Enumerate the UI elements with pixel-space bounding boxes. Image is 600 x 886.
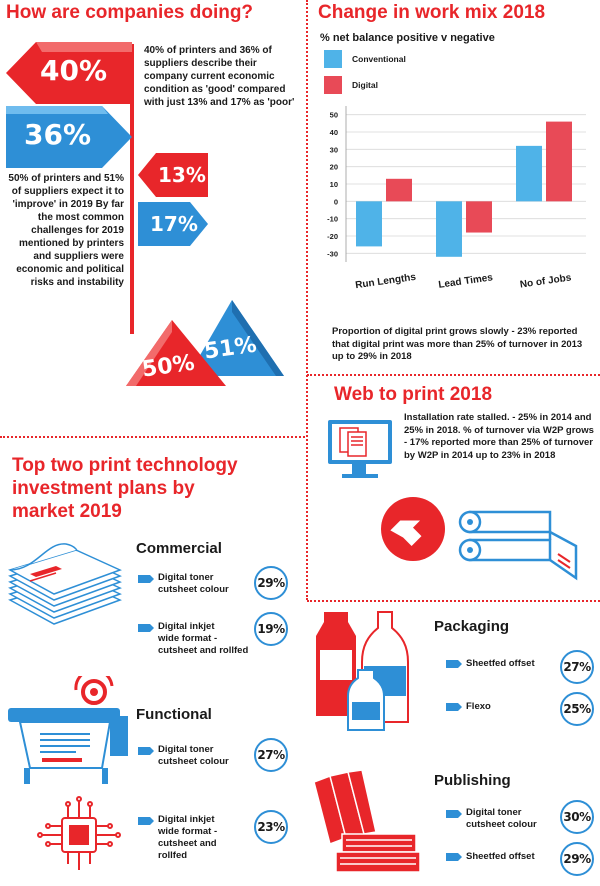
investment-title: Top two print technology investment plan…: [12, 454, 302, 523]
packaging-item1-label: Sheetfed offset: [466, 658, 535, 669]
bar-digital-1: [466, 201, 492, 233]
arrow-36: [6, 106, 132, 168]
commercial-item2-pct: 19%: [254, 612, 288, 646]
arrow-40-label: 40%: [40, 54, 108, 87]
x-tick-label: Lead Times: [438, 272, 494, 291]
chart-title: % net balance positive v negative: [320, 32, 495, 44]
packaging-item2-label: Flexo: [466, 701, 491, 712]
publishing-item1-pct: 30%: [560, 800, 594, 834]
divider-vertical: [306, 0, 308, 600]
packaging-item1-arrow-icon: [446, 660, 462, 668]
y-tick-label: -30: [327, 249, 338, 258]
investment-title-line-3: market 2019: [12, 501, 122, 522]
functional-item1-arrow-icon: [138, 747, 154, 755]
workmix-title: Change in work mix 2018: [318, 2, 546, 23]
bar-conventional-0: [356, 201, 382, 247]
arrow-51: [188, 300, 284, 376]
publishing-item2-pct: 29%: [560, 842, 594, 876]
arrow-50: [126, 320, 226, 386]
publishing-item1-arrow-icon: [446, 810, 462, 818]
arrow-40: [6, 42, 132, 104]
bar-digital-0: [386, 178, 412, 202]
arrow-17-label: 17%: [150, 212, 198, 236]
legend-swatch: [324, 76, 342, 94]
paper-stack-icon: [8, 543, 122, 625]
companies-condition-text: 40% of printers and 36% of suppliers des…: [144, 45, 295, 108]
functional-item2-arrow-icon: [138, 817, 154, 825]
y-tick-label: 40: [330, 128, 338, 137]
commercial-item2-arrow-icon: [138, 624, 154, 632]
packaging-item2-pct: 25%: [560, 692, 594, 726]
arrow-13: [138, 153, 208, 197]
bar-conventional-1: [436, 201, 462, 257]
divider-top-left: [0, 436, 305, 438]
commercial-item1-pct: 29%: [254, 566, 288, 600]
publishing-item2-arrow-icon: [446, 853, 462, 861]
companies-title: How are companies doing?: [6, 2, 254, 23]
commercial-item1-arrow-icon: [138, 575, 154, 583]
investment-title-line-2: investment plans by: [12, 478, 195, 499]
investment-title-line-1: Top two print technology: [12, 455, 238, 476]
publishing-item1-label: Digital toner cutsheet colour: [466, 807, 537, 830]
arrow-13-label: 13%: [158, 163, 206, 187]
packaging-item2-arrow-icon: [446, 703, 462, 711]
y-tick-label: -20: [327, 232, 338, 241]
workmix-chart: 50 40 30 20 10 0 -10 -20 -30 Conventional Digital R…: [324, 50, 586, 291]
divider-bottom-right: [307, 600, 600, 602]
functional-title: Functional: [136, 706, 212, 723]
arrow-17: [138, 202, 208, 246]
y-tick-label: 50: [330, 111, 338, 120]
monitor-icon: [328, 420, 392, 478]
publishing-item2-label: Sheetfed offset: [466, 851, 535, 862]
w2p-title: Web to print 2018: [334, 384, 493, 405]
workmix-caption: Proportion of digital print grows slowly…: [332, 326, 583, 362]
functional-item2-pct: 23%: [254, 810, 288, 844]
y-tick-label: 10: [330, 180, 338, 189]
legend-swatch: [324, 50, 342, 68]
companies-divider-line: [130, 44, 134, 334]
functional-item2-label: Digital inkjet wide format - cutsheet an…: [158, 814, 218, 861]
divider-top-right: [307, 374, 600, 376]
commercial-item2-label: Digital inkjet wide format - cutsheet an…: [158, 621, 249, 656]
legend-label: Conventional: [352, 54, 406, 64]
companies-improve-text: 50% of printers and 51% of suppliers exp…: [8, 173, 124, 288]
bar-digital-2: [546, 121, 572, 202]
packaging-item1-pct: 27%: [560, 650, 594, 684]
x-tick-label: Run Lengths: [355, 272, 417, 291]
y-tick-label: -10: [327, 215, 338, 224]
legend-label: Digital: [352, 80, 378, 90]
w2p-text: Installation rate stalled. - 25% in 2014…: [404, 412, 594, 461]
books-icon: [313, 769, 421, 873]
y-tick-label: 30: [330, 145, 338, 154]
y-tick-label: 0: [334, 197, 338, 206]
arrow-36-label: 36%: [24, 118, 92, 151]
circuit-chip-icon: [37, 796, 121, 870]
functional-item1-label: Digital toner cutsheet colour: [158, 744, 229, 767]
y-tick-label: 20: [330, 163, 338, 172]
x-tick-label: No of Jobs: [519, 272, 572, 290]
paper-roll-icon: [458, 510, 578, 581]
commercial-item1-label: Digital toner cutsheet colour: [158, 572, 229, 595]
forward-arrow-icon: [381, 497, 445, 561]
functional-item1-pct: 27%: [254, 738, 288, 772]
publishing-title: Publishing: [434, 772, 511, 789]
packaging-bottles-icon: [316, 611, 409, 731]
packaging-title: Packaging: [434, 618, 510, 635]
commercial-title: Commercial: [136, 540, 222, 557]
wide-format-printer-icon: [8, 676, 128, 784]
bar-conventional-2: [516, 145, 542, 202]
